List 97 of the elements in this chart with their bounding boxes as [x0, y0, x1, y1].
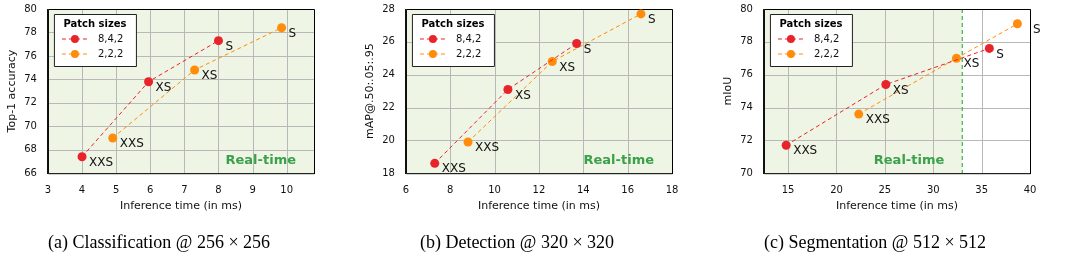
band-label: Real-time — [873, 152, 945, 168]
y-tick-label: 68 — [24, 143, 37, 155]
point — [463, 137, 473, 147]
annotation: XS — [963, 56, 980, 71]
x-tick-label: 6 — [402, 183, 410, 195]
x-tick-label: 12 — [532, 183, 546, 195]
y-axis-title: Top-1 accuracy — [5, 49, 19, 134]
y-tick-label: 80 — [740, 2, 753, 14]
y-tick-label: 72 — [24, 96, 37, 108]
x-tick-label: 10 — [280, 183, 294, 195]
x-axis-title: Inference time (in ms) — [835, 198, 959, 212]
x-tick-label: 7 — [181, 183, 188, 195]
x-tick-label: 20 — [830, 183, 843, 195]
legend-label: 2,2,2 — [813, 47, 840, 59]
y-axis-title: mIoU — [721, 76, 735, 106]
point — [503, 84, 513, 94]
point — [108, 133, 118, 143]
point — [781, 140, 791, 150]
annotation: XS — [559, 59, 576, 74]
x-tick-label: 30 — [926, 183, 940, 195]
annotation: S — [288, 25, 297, 40]
point — [984, 43, 994, 53]
annotation: XS — [201, 68, 218, 83]
x-tick-label: 3 — [44, 183, 52, 195]
y-tick-label: 72 — [740, 133, 753, 145]
y-tick-label: 74 — [740, 101, 753, 113]
annotation: XXS — [441, 161, 466, 176]
x-tick-label: 4 — [78, 183, 86, 195]
annotation: XXS — [475, 140, 500, 155]
x-tick-label: 9 — [249, 183, 256, 195]
y-tick-label: 28 — [382, 2, 395, 14]
annotation: S — [996, 46, 1004, 61]
y-axis-title: mAP@.50:.05:.95 — [363, 43, 377, 139]
legend-label: 8,4,2 — [813, 32, 840, 44]
annotation: S — [1033, 21, 1041, 36]
annotation: XXS — [89, 154, 114, 169]
annotation: XXS — [793, 143, 818, 158]
text: (c) Segmentation @ 512 × 512 — [763, 231, 987, 253]
point — [951, 53, 961, 63]
annotation: S — [225, 38, 234, 53]
legend-label: 2,2,2 — [455, 47, 482, 59]
annotation: XXS — [865, 112, 890, 127]
annotation: XS — [155, 79, 172, 94]
y-tick-label: 78 — [24, 26, 37, 38]
point — [854, 109, 864, 119]
y-tick-label: 70 — [740, 166, 753, 178]
annotation: S — [647, 12, 656, 27]
x-tick-label: 14 — [576, 183, 590, 195]
y-tick-label: 20 — [382, 133, 395, 145]
x-tick-label: 18 — [665, 183, 679, 195]
y-tick-label: 66 — [24, 166, 37, 178]
annotation: XS — [514, 87, 531, 102]
point — [144, 77, 154, 87]
point — [77, 152, 87, 162]
y-tick-label: 80 — [24, 2, 37, 14]
x-tick-label: 10 — [488, 183, 501, 195]
point — [213, 36, 223, 46]
y-tick-label: 74 — [24, 72, 37, 84]
legend-label: 2,2,2 — [97, 47, 124, 59]
x-tick-label: 5 — [112, 183, 120, 195]
y-tick-label: 78 — [740, 35, 753, 47]
point — [190, 65, 200, 75]
annotation: XS — [892, 82, 909, 97]
band-label: Real-time — [583, 152, 655, 168]
x-axis-title: Inference time (in ms) — [477, 198, 601, 212]
y-tick-label: 76 — [740, 68, 753, 80]
point — [430, 158, 440, 168]
x-axis-title: Inference time (in ms) — [119, 198, 243, 212]
y-tick-label: 26 — [382, 35, 395, 47]
x-tick-label: 25 — [878, 183, 892, 195]
y-tick-label: 22 — [382, 101, 395, 113]
text: (b) Detection @ 320 × 320 — [419, 231, 615, 253]
legend-label: 8,4,2 — [455, 32, 482, 44]
x-tick-label: 16 — [621, 183, 635, 195]
y-tick-label: 76 — [24, 49, 37, 61]
x-tick-label: 40 — [1023, 183, 1037, 195]
point — [881, 80, 891, 90]
legend-label: 8,4,2 — [97, 32, 124, 44]
legend-title: Patch sizes — [63, 17, 127, 29]
annotation: S — [583, 41, 592, 56]
legend-title: Patch sizes — [779, 17, 843, 29]
band-label: Real-time — [225, 152, 297, 168]
x-tick-label: 6 — [147, 183, 154, 195]
y-tick-label: 18 — [382, 166, 395, 178]
x-tick-label: 15 — [781, 183, 795, 195]
point — [277, 23, 287, 33]
point — [636, 9, 646, 19]
point — [1012, 19, 1022, 29]
x-tick-label: 35 — [975, 183, 988, 195]
x-tick-label: 8 — [447, 183, 454, 195]
y-tick-label: 70 — [24, 119, 37, 131]
x-tick-label: 8 — [215, 183, 222, 195]
y-tick-label: 24 — [382, 68, 395, 80]
legend-title: Patch sizes — [421, 17, 485, 29]
point — [572, 38, 582, 48]
text: (a) Classification @ 256 × 256 — [47, 231, 271, 253]
annotation: XXS — [119, 136, 144, 151]
